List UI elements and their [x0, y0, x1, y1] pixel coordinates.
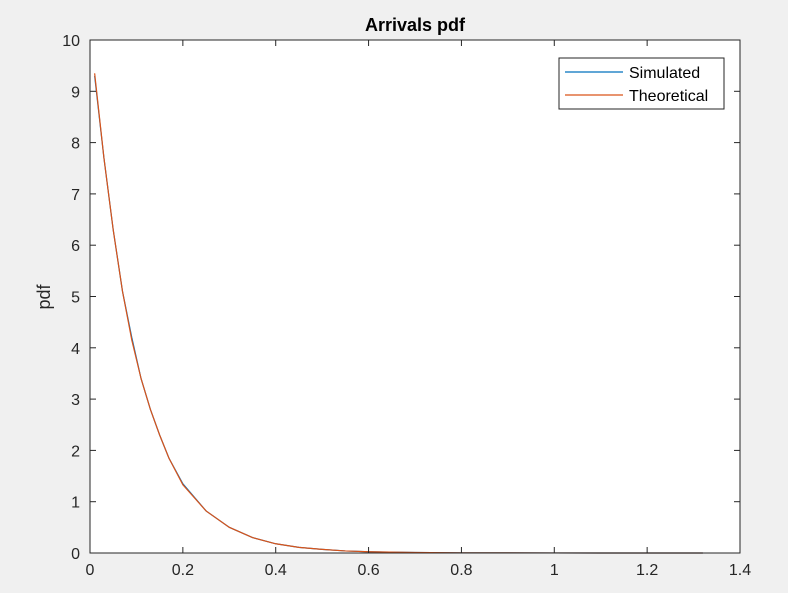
- x-axis: 0 0.2 0.4 0.6 0.8 1 1.2 1.4: [86, 40, 751, 579]
- y-tick-label: 10: [62, 33, 80, 50]
- legend: Simulated Theoretical: [558, 57, 725, 110]
- x-tick-label: 1.2: [636, 562, 658, 579]
- x-tick-label: 1: [550, 562, 559, 579]
- y-tick-label: 8: [71, 136, 80, 153]
- y-tick-label: 7: [71, 187, 80, 204]
- x-tick-label: 0.2: [172, 562, 194, 579]
- y-axis-label: pdf: [34, 283, 54, 309]
- legend-label-theoretical: Theoretical: [629, 88, 708, 105]
- chart-title: Arrivals pdf: [365, 15, 466, 35]
- y-tick-label: 3: [71, 392, 80, 409]
- y-tick-label: 0: [71, 546, 80, 563]
- x-tick-label: 1.4: [729, 562, 751, 579]
- y-tick-label: 4: [71, 341, 80, 358]
- x-tick-label: 0.6: [357, 562, 379, 579]
- legend-box: [558, 57, 725, 110]
- y-tick-label: 9: [71, 84, 80, 101]
- legend-label-simulated: Simulated: [629, 65, 700, 82]
- x-tick-label: 0: [86, 562, 95, 579]
- y-tick-label: 2: [71, 443, 80, 460]
- plot-area: [90, 40, 740, 553]
- y-axis: 0 1 2 3 4 5 6 7 8 9 10: [62, 33, 740, 563]
- y-tick-label: 1: [71, 495, 80, 512]
- y-tick-label: 6: [71, 238, 80, 255]
- x-tick-label: 0.4: [265, 562, 287, 579]
- y-tick-label: 5: [71, 290, 80, 307]
- x-tick-label: 0.8: [450, 562, 472, 579]
